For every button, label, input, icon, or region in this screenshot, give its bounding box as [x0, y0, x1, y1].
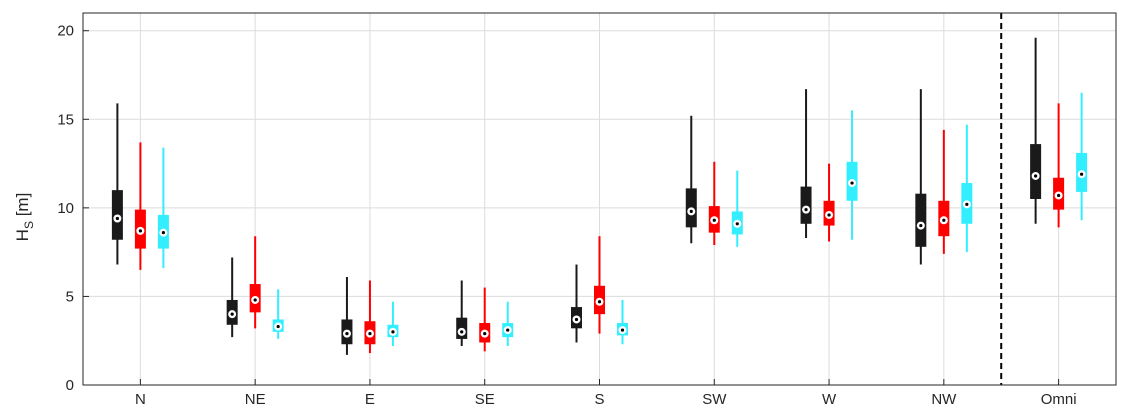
box-median-dot [345, 332, 349, 336]
box-median-dot [1080, 172, 1084, 176]
box-median-dot [620, 328, 625, 332]
box-median-dot [597, 300, 602, 304]
y-axis-label: HS [m] [13, 193, 36, 242]
x-tick-label: S [594, 391, 604, 408]
x-tick-label: SW [702, 391, 727, 408]
box-median-dot [1057, 193, 1061, 198]
x-tick-label: N [135, 391, 146, 408]
y-tick-label: 15 [57, 111, 74, 128]
box-median-dot [115, 216, 119, 221]
y-axis-label-unit: [m] [13, 193, 32, 221]
box-iqr [1030, 144, 1042, 199]
x-tick-label: SE [475, 391, 495, 408]
box-median-dot [138, 229, 142, 233]
y-tick-label: 20 [57, 23, 74, 40]
x-tick-label: W [822, 391, 837, 408]
box-median-dot [161, 231, 165, 235]
box-median-dot [942, 218, 946, 222]
y-axis-label-main: H [13, 229, 32, 241]
box-iqr [800, 186, 812, 224]
box-median-dot [919, 223, 923, 228]
box-median-dot [1034, 174, 1038, 178]
box-median-dot [735, 222, 739, 226]
y-tick-label: 0 [66, 377, 74, 394]
y-axis-label-subscript: S [22, 221, 36, 229]
box-median-dot [460, 330, 464, 334]
plot-layer [111, 13, 1088, 385]
box-median-dot [827, 213, 831, 217]
box-median-dot [850, 181, 854, 185]
box-median-dot [712, 218, 716, 222]
box-median-dot [574, 317, 579, 322]
y-tick-label: 5 [66, 288, 74, 305]
y-tick-label: 10 [57, 200, 74, 217]
box-iqr [915, 193, 927, 247]
box-median-dot [368, 332, 372, 336]
tick-layer: 0 5 10 15 20 N NE E SE S SW W NW Omni [57, 23, 1076, 408]
x-tick-label: NW [931, 391, 957, 408]
box-median-dot [689, 209, 693, 213]
box-median-dot [253, 298, 257, 302]
box-median-dot [230, 312, 234, 316]
box-median-dot [804, 208, 808, 212]
box-median-dot [965, 202, 969, 206]
box-median-dot [506, 328, 510, 332]
x-tick-label: NE [245, 391, 266, 408]
x-tick-label: E [365, 391, 375, 408]
x-tick-label: Omni [1041, 391, 1077, 408]
box-median-dot [483, 332, 487, 336]
box-median-dot [391, 330, 395, 334]
box-median-dot [276, 324, 280, 329]
